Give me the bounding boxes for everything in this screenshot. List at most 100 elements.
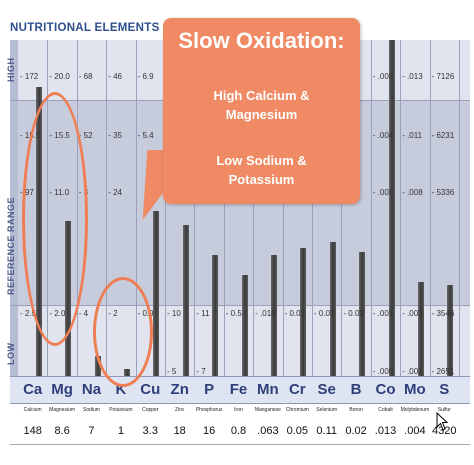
tick-label: - 11 [196,309,210,318]
element-symbol: Co [375,381,396,398]
bar-mn [270,255,277,376]
element-symbol: S [439,381,450,398]
bar-mo [417,282,424,376]
tick-label: - .004 [372,131,394,140]
bar-zn [182,225,189,376]
bar-cr [300,248,307,376]
element-value: 0.11 [316,425,337,437]
tick-label: - 0.03 [314,309,335,318]
element-name: Magnesium [49,407,76,413]
tick-label: - 6.9 [137,72,154,81]
tick-label: - .010 [255,309,276,318]
element-value: .063 [257,425,279,437]
callout-line-1a: High Calcium & [213,88,310,103]
element-symbol: Na [81,381,102,398]
tick-label: - 46 [108,72,122,81]
column-separator [135,40,137,376]
tick-label: - 6231 [431,131,455,140]
column-separator [459,40,460,376]
column-separator [194,40,196,376]
callout-line-2a: Low Sodium & [216,153,307,168]
element-value: 3.3 [142,425,158,437]
element-value: 0.02 [345,425,367,437]
element-name: Sulfur [437,407,451,413]
element-name: Boron [349,407,363,413]
element-name: Phosphorus [195,407,223,413]
low-boundary-line [10,305,470,306]
tick-label: - 5336 [431,188,455,197]
tick-label: - 0.02 [343,309,364,318]
column-separator [370,40,372,376]
bar-s [447,285,454,376]
name-row: Calcium Magnesium Sodium Potassium Copper Zin… [10,403,470,418]
tick-label: - 68 [78,72,93,81]
column-separator [400,40,402,376]
element-name: Chromium [285,407,309,413]
tick-label: - 2.5 [20,309,37,318]
bar-na [94,356,101,376]
element-name: Calcium [23,407,42,413]
tick-label: - 52 [78,131,93,140]
tick-label: - 7126 [431,72,455,81]
tick-label: - .001 [402,367,423,376]
element-value: 18 [173,425,186,437]
element-name: Sodium [83,407,100,413]
bar-p [212,255,219,376]
callout-line-2b: Potassium [228,172,295,187]
range-sideband [10,40,18,376]
element-value: .004 [404,425,426,437]
element-name: Selenium [316,407,338,413]
element-value: .013 [374,425,397,437]
column-separator [223,40,225,376]
element-name: Copper [142,407,159,413]
low-label: LOW [6,342,16,366]
tick-label: - 0.02 [284,309,306,318]
tick-label: - 20.0 [49,72,70,81]
bar-fe [241,275,248,376]
element-symbol: Mo [404,381,426,398]
element-value: 7 [88,425,95,437]
high-label: HIGH [6,57,16,83]
bar-cu [153,211,160,376]
element-value: 0.05 [286,425,308,437]
element-value: 16 [202,425,216,437]
column-separator [429,40,431,376]
element-symbol: Fe [229,381,248,398]
bar-co [388,40,395,376]
tick-label: - .011 [402,131,423,140]
column-separator [341,40,343,376]
element-value: 148 [23,425,42,437]
column-separator [282,40,284,376]
column-separator [106,40,108,376]
element-name: Zinc [174,407,185,413]
tick-label: - 172 [20,72,39,81]
symbol-row: Ca Mg Na K Cu Zn P Fe Mn Cr Se B Co Mo S [10,376,470,404]
highlight-ellipse-na-k [93,277,153,387]
element-symbol: Cr [288,381,306,398]
element-value: 0.8 [230,425,247,437]
mouse-cursor-icon [436,412,449,431]
element-symbol: B [350,381,362,398]
element-symbol: K [115,381,127,398]
bar-se [329,242,336,376]
element-value: 1 [117,425,124,437]
highlight-ellipse-ca-mg [22,92,88,346]
chart-header: NUTRITIONAL ELEMENTS [10,22,160,34]
tick-label: - 7 [196,367,206,376]
tick-label: - 0.5 [225,309,242,318]
element-symbol: Se [317,381,336,398]
element-value: 4320 [432,425,457,437]
slow-oxidation-callout: Slow Oxidation: High Calcium & Magnesium… [163,18,360,204]
element-name: Manganese [254,407,281,413]
column-separator [165,40,166,376]
element-symbol: P [204,381,215,398]
callout-line-1b: Magnesium [225,107,298,122]
tick-label: - 24 [108,188,122,197]
tick-label: - .005 [372,72,394,81]
element-name: Cobalt [378,407,393,413]
tick-label: - 35 [108,131,122,140]
element-name: Molybdenum [400,407,430,413]
tick-label: - 5 [167,367,177,376]
tick-label: - 2651 [431,367,455,376]
tick-label: - 3546 [431,309,455,318]
